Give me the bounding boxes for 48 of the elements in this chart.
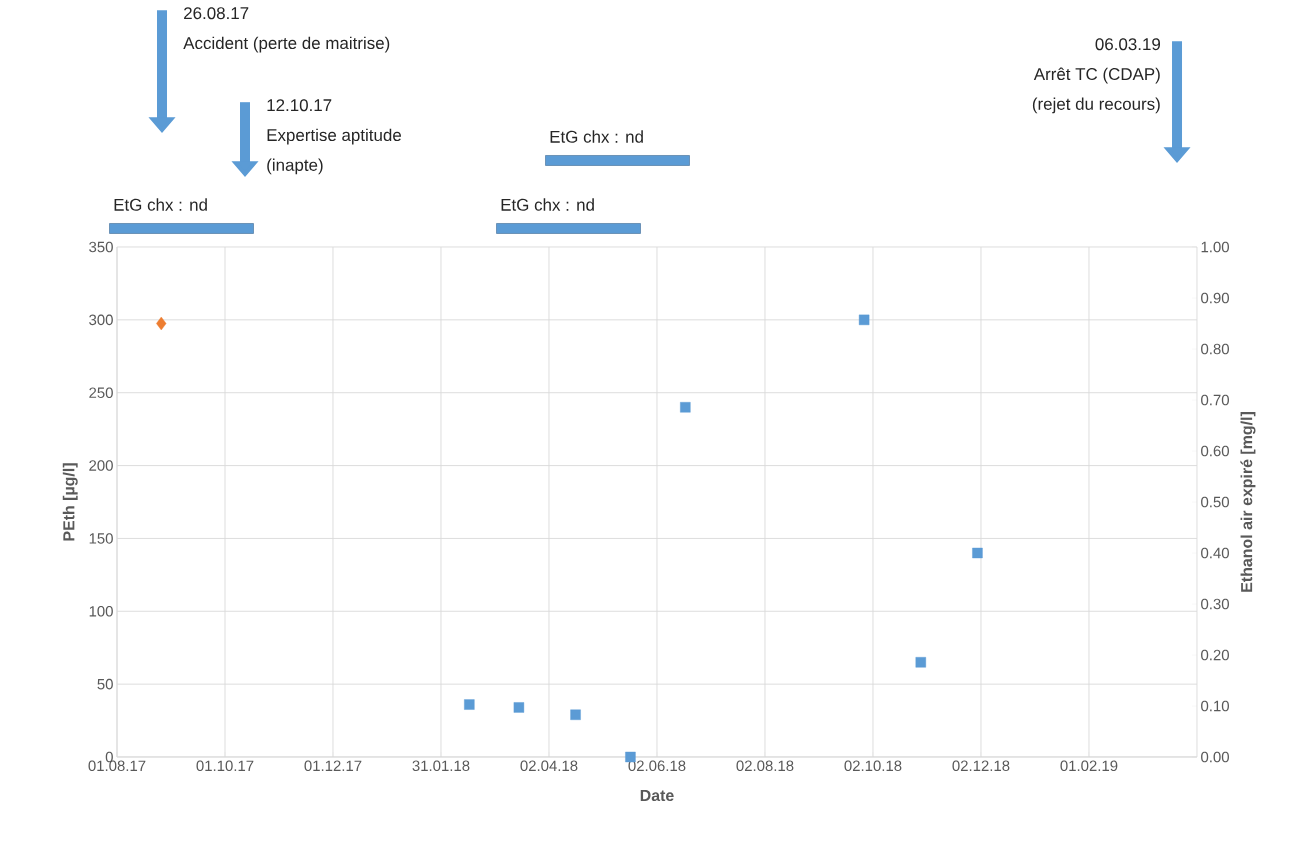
text: EtG chx : nd [114,198,207,211]
x-tick-label: 02.04.18 [520,760,578,772]
point [858,314,870,326]
y-tick-label: 150 [89,533,113,544]
x-tick-label: 02.12.18 [952,760,1010,772]
y2-tick-label: 0.40 [1201,547,1229,559]
x-tick-label: 01.10.17 [196,760,254,772]
text: (rejet du recours) [1032,97,1160,114]
x-tick-label: 02.10.18 [844,760,902,772]
point [513,702,525,713]
point [570,709,581,720]
y2-tick-label: 0.60 [1201,445,1229,457]
y2-axis-title: Ethanol air expiré [mg/l] [1240,412,1256,592]
y-tick-label: 100 [89,605,113,617]
y-tick-label: 250 [89,387,113,398]
y2-tick-label: 0.90 [1201,292,1229,304]
point [680,402,691,413]
text: 06.03.19 [1095,38,1161,51]
y2-tick-label: 0.00 [1201,751,1229,763]
x-tick-label: 31.01.18 [412,760,470,772]
y2-tick-label: 0.50 [1201,496,1229,508]
text: EtG chx : nd [550,130,643,143]
x-tick-label: 02.08.18 [736,760,794,772]
x-axis-title: Date [640,789,674,802]
text: 12.10.17 [267,99,332,112]
y2-tick-label: 1.00 [1201,241,1229,253]
x-tick-label: 01.02.19 [1060,760,1118,772]
text: 26.08.17 [184,7,249,20]
y-tick-label: 50 [97,678,113,690]
point [972,547,983,559]
y2-tick-label: 0.70 [1201,394,1229,406]
text: Expertise aptitude [267,128,402,145]
text: Arrêt TC (CDAP) [1033,67,1160,84]
x-tick-label: 01.12.17 [304,760,362,772]
text: EtG chx : nd [501,198,594,211]
y2-tick-label: 0.20 [1201,649,1229,661]
y-tick-label: 300 [89,314,113,326]
y2-tick-label: 0.30 [1201,598,1229,610]
x-tick-label: 02.06.18 [628,760,686,772]
y-axis-title: PEth [µg/l] [62,463,78,541]
text: Accident (perte de maitrise) [183,36,390,53]
y-tick-label: 200 [89,460,113,471]
text: (inapte) [267,158,323,175]
y2-tick-label: 0.80 [1201,343,1229,355]
y2-tick-label: 0.10 [1201,700,1229,712]
point [464,699,475,710]
point [915,657,926,668]
y-tick-label: 350 [89,241,113,253]
